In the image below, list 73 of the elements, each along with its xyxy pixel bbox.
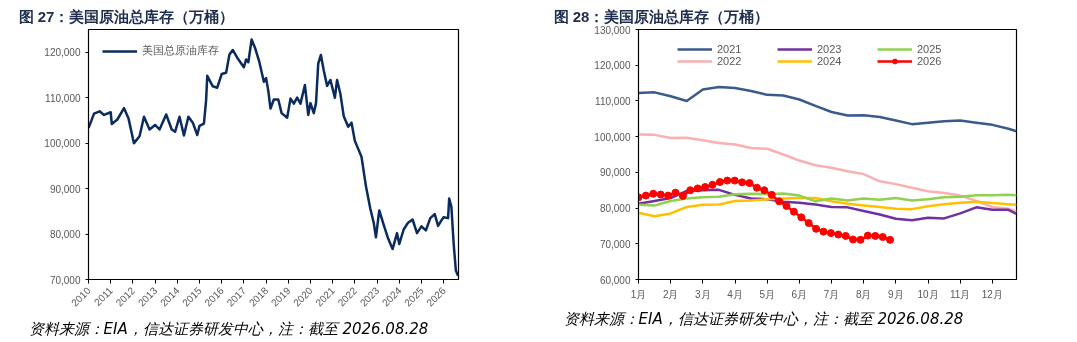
y-tick-label: 110,000 xyxy=(595,95,631,107)
y-tick-label: 70,000 xyxy=(49,274,81,286)
point xyxy=(649,189,658,198)
legend-label: 2022 xyxy=(717,55,743,67)
point xyxy=(730,176,739,185)
x-tick-label: 10月 xyxy=(917,288,939,300)
line-series xyxy=(638,85,1017,133)
chart-title: 图 28：美国原油总库存（万桶） xyxy=(553,7,770,25)
line-series xyxy=(638,133,1017,213)
point xyxy=(886,235,895,244)
y-tick-label: 80,000 xyxy=(49,229,81,241)
point xyxy=(849,235,858,244)
y-tick-label: 80,000 xyxy=(599,203,631,215)
y-tick-label: 120,000 xyxy=(44,47,81,59)
point xyxy=(664,191,673,200)
point xyxy=(804,219,813,228)
point xyxy=(760,186,769,195)
x-tick-label: 7月 xyxy=(823,288,840,300)
point xyxy=(752,183,761,192)
x-tick-label: 2月 xyxy=(662,288,679,300)
x-tick-label: 12月 xyxy=(981,288,1003,300)
point xyxy=(856,235,865,244)
chart-title: 图 27：美国原油总库存（万桶） xyxy=(18,7,235,25)
text: 资料来源：EIA，信达证券研发中心，注：截至 2026.08.28 xyxy=(563,309,964,328)
point xyxy=(797,213,806,222)
legend-label: 2024 xyxy=(817,55,843,67)
point xyxy=(782,201,791,210)
y-tick-label: 70,000 xyxy=(599,238,631,250)
point xyxy=(715,178,724,186)
point xyxy=(708,180,717,189)
point xyxy=(656,190,665,199)
legend-label: 2026 xyxy=(917,55,943,67)
point xyxy=(775,197,784,206)
point xyxy=(789,207,798,216)
y-tick-label: 100,000 xyxy=(594,131,631,143)
legend-label: 2023 xyxy=(817,43,843,55)
point xyxy=(812,224,821,233)
point xyxy=(826,229,835,238)
point xyxy=(738,178,747,187)
y-tick-label: 120,000 xyxy=(594,60,631,72)
point xyxy=(693,184,702,193)
point xyxy=(723,176,732,185)
legend-label: 2025 xyxy=(917,43,943,55)
x-tick-label: 1月 xyxy=(630,288,647,300)
x-tick-label: 6月 xyxy=(791,288,808,300)
x-tick-label: 3月 xyxy=(695,288,711,300)
y-tick-label: 110,000 xyxy=(45,92,81,104)
point xyxy=(863,231,872,240)
point xyxy=(678,191,687,200)
point xyxy=(878,233,887,241)
point xyxy=(841,231,850,240)
x-tick-label: 9月 xyxy=(888,288,904,300)
y-tick-label: 90,000 xyxy=(599,167,631,179)
point xyxy=(745,179,754,188)
y-tick-label: 100,000 xyxy=(44,138,81,150)
y-tick-label: 130,000 xyxy=(594,24,631,36)
point xyxy=(819,227,828,236)
text: 资料来源：EIA，信达证券研发中心，注：截至 2026.08.28 xyxy=(28,319,429,338)
legend-label: 美国总原油库存 xyxy=(142,43,219,58)
x-tick-label: 4月 xyxy=(727,288,743,300)
legend-label: 2021 xyxy=(717,43,743,55)
x-tick-label: 8月 xyxy=(855,288,872,300)
point xyxy=(701,183,710,191)
point xyxy=(767,190,776,199)
y-tick-label: 90,000 xyxy=(49,183,81,195)
point xyxy=(671,188,680,197)
point xyxy=(686,186,695,195)
point xyxy=(871,231,880,240)
y-tick-label: 60,000 xyxy=(599,274,631,286)
x-tick-label: 5月 xyxy=(759,288,775,300)
point xyxy=(641,191,650,200)
x-tick-label: 11月 xyxy=(950,288,971,300)
point xyxy=(834,230,843,239)
